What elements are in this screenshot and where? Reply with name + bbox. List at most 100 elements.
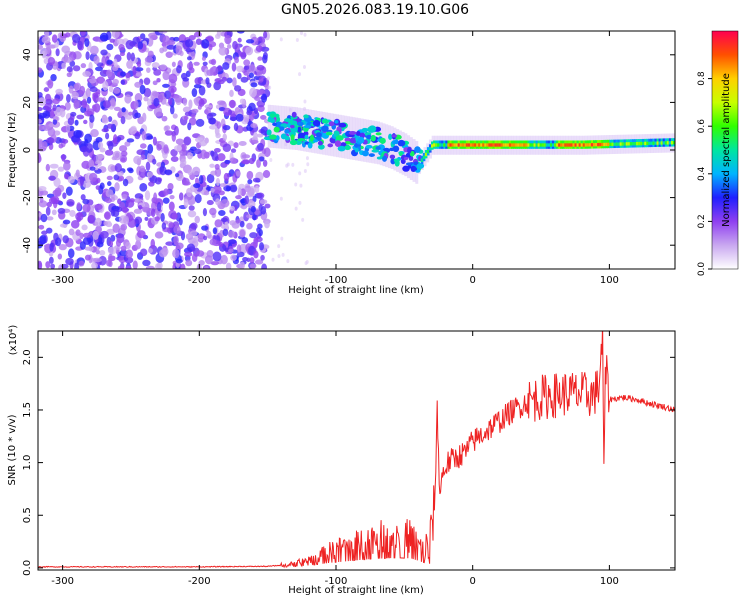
x-tick-label: -300 [51, 576, 74, 587]
noise-blob [136, 230, 146, 239]
noise-blob [158, 94, 163, 103]
signal-core [535, 143, 539, 147]
noise-blob [64, 56, 73, 63]
noise-blob [118, 145, 128, 152]
noise-blob [153, 69, 162, 76]
signal-core [609, 142, 612, 146]
noise-blob [133, 198, 142, 203]
noise-blob [258, 156, 265, 162]
spectrogram-x-label: Height of straight line (km) [288, 285, 424, 296]
noise-blob [210, 261, 220, 266]
signal-core [554, 143, 557, 147]
noise-blob [84, 133, 92, 144]
noise-blob [50, 73, 57, 82]
noise-blob [72, 33, 81, 43]
signal-blob [266, 129, 272, 136]
signal-core [467, 143, 471, 147]
signal-core [644, 141, 647, 146]
noise-blob [66, 198, 75, 207]
noise-blob [279, 37, 283, 42]
signal-core [506, 143, 510, 147]
signal-blob [321, 119, 329, 124]
noise-blob [88, 159, 94, 167]
noise-blob [260, 115, 267, 120]
noise-blob [75, 229, 81, 236]
noise-blob [182, 77, 190, 82]
signal-core [595, 143, 598, 147]
signal-core [566, 143, 569, 147]
noise-blob [85, 142, 93, 153]
noise-blob [291, 162, 295, 167]
noise-blob [110, 234, 116, 242]
signal-core [521, 143, 524, 147]
y-tick-label: 0.0 [22, 560, 33, 576]
noise-blob [216, 121, 222, 129]
signal-blob [273, 126, 280, 133]
noise-blob [277, 244, 281, 249]
noise-blob [249, 64, 256, 73]
noise-blob [171, 132, 176, 142]
noise-blob [147, 98, 152, 107]
noise-blob [193, 148, 202, 155]
noise-blob [90, 128, 99, 138]
noise-blob [235, 113, 244, 122]
signal-core [599, 142, 602, 147]
noise-blob [38, 97, 46, 106]
noise-blob [62, 138, 69, 144]
noise-blob [38, 186, 47, 192]
noise-blob [175, 45, 183, 56]
noise-blob [82, 180, 92, 188]
noise-blob [110, 97, 116, 107]
noise-blob [247, 179, 253, 185]
noise-blob [84, 254, 91, 261]
signal-core [613, 142, 617, 146]
noise-blob [108, 85, 114, 93]
noise-blob [106, 69, 113, 78]
noise-blob [146, 67, 151, 73]
noise-blob [216, 65, 223, 72]
signal-blob [365, 144, 373, 149]
noise-blob [208, 117, 216, 125]
noise-blob [298, 72, 302, 77]
noise-blob [214, 167, 222, 178]
noise-blob [227, 230, 236, 238]
signal-core [562, 143, 565, 147]
noise-blob [82, 232, 91, 238]
noise-blob [202, 61, 208, 66]
noise-blob [158, 249, 168, 258]
noise-blob [262, 159, 268, 167]
noise-blob [172, 113, 178, 119]
noise-blob [215, 177, 220, 186]
noise-blob [173, 36, 180, 42]
noise-blob [240, 159, 250, 165]
noise-blob [133, 100, 139, 110]
noise-blob [183, 198, 189, 209]
noise-blob [174, 125, 179, 136]
noise-blob [222, 125, 231, 131]
noise-blob [100, 49, 108, 56]
noise-blob [137, 41, 144, 50]
noise-blob [106, 175, 113, 181]
noise-blob [62, 219, 71, 225]
signal-core [625, 142, 629, 146]
noise-blob [52, 119, 58, 125]
noise-blob [89, 114, 95, 123]
signal-core [459, 143, 463, 147]
signal-blob [307, 142, 313, 149]
noise-blob [245, 46, 254, 56]
x-tick-label: -100 [325, 576, 348, 587]
noise-blob [206, 200, 214, 206]
noise-blob [107, 246, 117, 255]
signal-blob [317, 144, 325, 150]
signal-blob [338, 122, 347, 128]
noise-blob [256, 159, 261, 168]
noise-blob [163, 144, 169, 154]
signal-core [492, 143, 496, 147]
noise-blob [143, 77, 151, 85]
signal-blob [371, 149, 380, 153]
signal-core [455, 143, 459, 147]
noise-blob [234, 85, 242, 92]
colorbar-tick-label: 0.8 [697, 71, 707, 86]
noise-blob [68, 228, 75, 236]
